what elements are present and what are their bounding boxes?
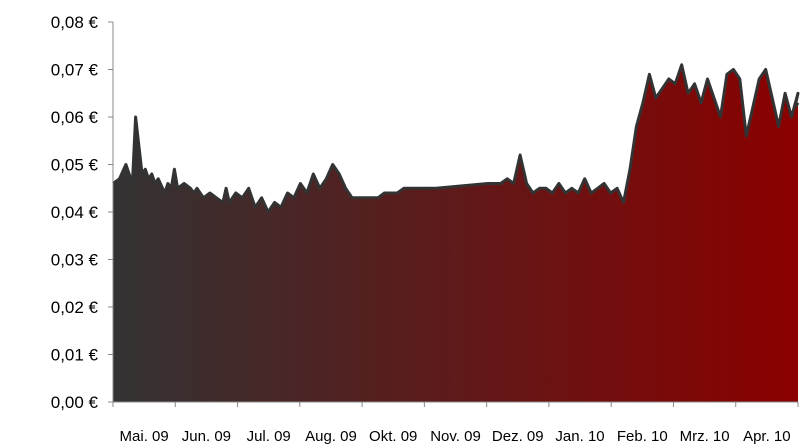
x-tick-label: Mai. 09 [120,428,169,445]
x-tick-label: Dez. 09 [492,428,544,445]
y-tick-label: 0,04 € [51,203,99,222]
y-tick-label: 0,00 € [51,393,99,412]
x-tick-label: Jun. 09 [182,428,231,445]
x-tick-label: Apr. 10 [743,428,791,445]
y-tick-label: 0,03 € [51,251,99,270]
x-tick-label: Jul. 09 [247,428,291,445]
y-tick-label: 0,08 € [51,13,99,32]
y-tick-label: 0,06 € [51,108,99,127]
x-tick-label: Jan. 10 [555,428,604,445]
x-tick-label: Feb. 10 [617,428,668,445]
y-tick-label: 0,02 € [51,298,99,317]
x-tick-label: Aug. 09 [305,428,357,445]
y-tick-label: 0,05 € [51,156,99,175]
price-area [113,64,798,403]
y-tick-label: 0,01 € [51,346,99,365]
price-line [112,63,800,214]
y-tick-label: 0,07 € [51,61,99,80]
x-tick-label: Mrz. 10 [680,428,730,445]
x-tick-label: Nov. 09 [430,428,481,445]
x-tick-label: Okt. 09 [369,428,417,445]
